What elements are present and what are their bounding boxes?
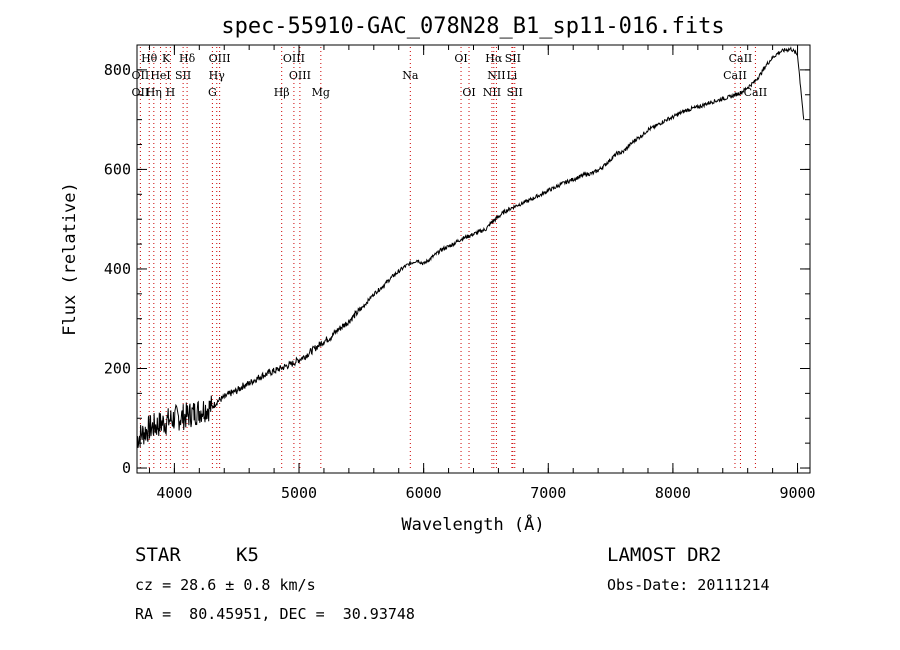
spectral-line-label: Hα [485, 52, 503, 65]
x-tick-label: 7000 [530, 484, 566, 502]
spectral-line-label: OIII [209, 52, 231, 65]
spectral-line-label: Hδ [179, 52, 196, 65]
spectral-line-label: Li [506, 69, 517, 82]
x-tick-label: 8000 [655, 484, 691, 502]
survey-name: LAMOST DR2 [607, 544, 721, 566]
coordinates: RA = 80.45951, DEC = 30.93748 [135, 605, 415, 623]
spectral-line-label: CaII [729, 52, 753, 65]
x-tick-label: 9000 [779, 484, 815, 502]
spectral-line-label: G [208, 86, 217, 99]
spectral-line-label: OII [132, 86, 150, 99]
spectral-line-label: H [166, 86, 176, 99]
plot-frame [136, 44, 811, 474]
spectral-line-label: CaII [723, 69, 747, 82]
spectral-line-markers [139, 47, 756, 471]
spectral-line-label: OI [462, 86, 475, 99]
y-tick-label: 0 [122, 459, 131, 477]
spectral-line-label: NII [487, 69, 505, 82]
x-axis-label: Wavelength (Å) [401, 513, 544, 535]
spectral-line-label: HeI [150, 69, 170, 82]
y-axis-ticks: 0 200 400 600 800 [104, 61, 810, 477]
y-tick-label: 400 [104, 260, 131, 278]
spectral-line-label: OIII [289, 69, 311, 82]
spectral-line-label: Hβ [274, 86, 290, 99]
y-tick-label: 200 [104, 359, 131, 377]
spectral-line-label: CaII [744, 86, 768, 99]
spectrum-series-line [136, 46, 805, 448]
spectral-line-label: SII [507, 86, 523, 99]
spectral-line-label: Hγ [209, 69, 226, 82]
chart-title: spec-55910-GAC_078N28_B1_sp11-016.fits [221, 14, 724, 39]
spectral-line-label: Hθ [141, 52, 158, 65]
redshift-value: cz = 28.6 ± 0.8 km/s [135, 576, 316, 594]
y-tick-label: 800 [104, 61, 131, 79]
x-axis-ticks: 4000 5000 6000 7000 8000 9000 [148, 45, 816, 502]
observation-date: Obs-Date: 20111214 [607, 576, 770, 594]
spectral-line-label: OIII [283, 52, 305, 65]
y-axis-label: Flux (relative) [60, 182, 80, 336]
spectral-line-label: SII [175, 69, 191, 82]
spectral-line-label: Mg [312, 86, 330, 99]
object-class: STAR [135, 544, 181, 566]
object-subclass: K5 [236, 544, 259, 566]
spectral-line-label: OI [454, 52, 467, 65]
y-tick-label: 600 [104, 160, 131, 178]
spectral-line-label: NII [483, 86, 501, 99]
spectral-line-label: SII [505, 52, 521, 65]
x-tick-label: 6000 [406, 484, 442, 502]
x-tick-label: 4000 [156, 484, 192, 502]
spectral-line-label: Hη [146, 86, 162, 99]
spectral-line-label: K [162, 52, 171, 65]
spectral-line-label: Na [402, 69, 419, 82]
x-tick-label: 5000 [281, 484, 317, 502]
spectral-line-label: OII [132, 69, 150, 82]
